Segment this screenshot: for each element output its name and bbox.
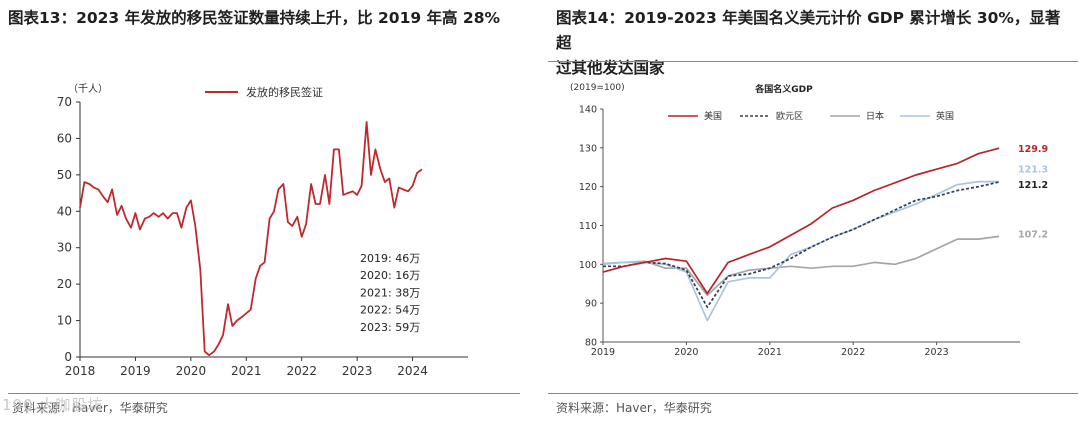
left-x-tick-label: 2018 [65, 364, 96, 378]
left-x-tick-label: 2024 [397, 364, 428, 378]
right-x-tick-label: 2021 [758, 347, 782, 358]
right-chart: (2019=100) 各国名义GDP 80 90 100 110 120 130 140 2019… [570, 83, 1048, 358]
left-y-tick-label: 60 [57, 131, 72, 145]
left-x-tick-label: 2023 [342, 364, 373, 378]
right-chart-title: 图表14：2019-2023 年美国名义美元计价 GDP 累计增长 30%，显著… [556, 6, 1066, 81]
right-legend-label: 美国 [704, 110, 722, 122]
right-y-tick-label: 100 [579, 260, 597, 271]
right-series-line [602, 235, 1000, 297]
right-chart-panel: 图表14：2019-2023 年美国名义美元计价 GDP 累计增长 30%，显著… [548, 0, 1080, 424]
left-y-tick-label: 30 [57, 241, 72, 255]
left-x-tick-label: 2019 [120, 364, 151, 378]
left-annotation: 2019: 46万 [360, 252, 420, 265]
left-series-line [79, 121, 423, 357]
right-legend-label: 英国 [936, 110, 954, 122]
right-series-line [603, 181, 1000, 308]
left-source: 资料来源：Haver，华泰研究 [12, 401, 168, 415]
left-legend-label: 发放的移民签证 [246, 85, 323, 99]
right-series-line [602, 147, 1000, 295]
right-title-line1: 图表14：2019-2023 年美国名义美元计价 GDP 累计增长 30%，显著… [556, 9, 1061, 52]
left-annotation: 2022: 54万 [360, 304, 420, 317]
right-chart-title-text: 各国名义GDP [754, 83, 813, 95]
left-chart: （千人） 0 10 20 30 40 50 60 70 2018 2019 2020 2021 2022 2… [57, 83, 468, 378]
left-y-tick-label: 50 [57, 168, 72, 182]
watermark: 100 大咖股坊 [2, 396, 104, 414]
left-annotation: 2020: 16万 [360, 269, 420, 282]
right-y-tick-label: 140 [579, 105, 597, 116]
left-y-tick-label: 70 [57, 95, 72, 109]
right-unit-label: (2019=100) [570, 83, 625, 93]
right-end-label: 121.3 [1018, 165, 1048, 176]
right-y-tick-label: 110 [579, 221, 597, 232]
right-legend-label: 欧元区 [776, 110, 803, 122]
right-y-tick-label: 120 [579, 182, 597, 193]
right-x-tick-label: 2020 [674, 347, 698, 358]
left-annotation: 2023: 59万 [360, 321, 420, 334]
right-y-tick-label: 80 [585, 338, 597, 349]
right-source: 资料来源：Haver，华泰研究 [556, 401, 712, 415]
left-y-tick-label: 0 [64, 350, 72, 364]
right-end-label: 121.2 [1018, 180, 1048, 191]
left-x-tick-label: 2021 [231, 364, 262, 378]
left-chart-title: 图表13：2023 年发放的移民签证数量持续上升，比 2019 年高 28% [8, 9, 501, 27]
right-legend-label: 日本 [866, 110, 884, 122]
right-series-line [602, 180, 1000, 322]
right-source-divider [548, 393, 1078, 394]
left-unit-label: （千人） [68, 83, 108, 95]
left-chart-panel: 图表13：2023 年发放的移民签证数量持续上升，比 2019 年高 28% （… [0, 0, 528, 424]
left-x-tick-label: 2020 [176, 364, 207, 378]
right-title-divider [548, 61, 1078, 62]
left-y-tick-label: 40 [57, 204, 72, 218]
right-title-line2: 过其他发达国家 [556, 59, 665, 77]
right-end-label: 129.9 [1018, 144, 1048, 155]
right-x-tick-label: 2019 [591, 347, 615, 358]
left-y-tick-label: 10 [57, 314, 72, 328]
right-end-label: 107.2 [1018, 229, 1048, 240]
right-x-tick-label: 2022 [841, 347, 865, 358]
left-annotation: 2021: 38万 [360, 286, 420, 299]
left-y-tick-label: 20 [57, 277, 72, 291]
right-x-tick-label: 2023 [925, 347, 949, 358]
right-y-tick-label: 90 [585, 299, 597, 310]
left-source-divider [8, 393, 520, 394]
left-x-tick-label: 2022 [286, 364, 317, 378]
right-y-tick-label: 130 [579, 143, 597, 154]
